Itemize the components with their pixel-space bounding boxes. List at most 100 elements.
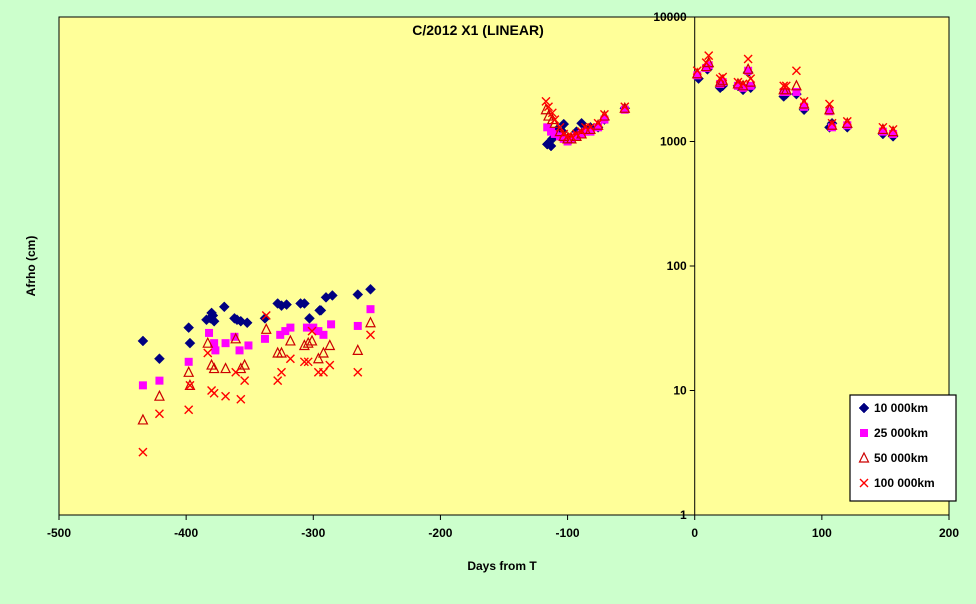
data-point — [567, 134, 576, 143]
data-point — [545, 140, 557, 152]
data-point — [315, 305, 327, 316]
data-point — [137, 335, 149, 347]
data-point — [184, 405, 194, 415]
data-point — [210, 339, 219, 348]
data-point — [276, 346, 287, 358]
legend-marker — [858, 451, 870, 463]
data-point — [260, 322, 272, 334]
data-point — [277, 367, 286, 377]
data-point — [319, 330, 328, 339]
x-axis: -500 -400 -300 -200 -100 0 100 200 — [47, 514, 959, 540]
data-point — [240, 376, 250, 386]
data-point — [566, 131, 576, 141]
x-tick-label: 200 — [939, 526, 959, 540]
data-point — [236, 394, 246, 404]
data-point — [281, 299, 292, 310]
data-point — [366, 330, 375, 340]
data-point — [208, 362, 220, 374]
data-point — [594, 123, 603, 132]
data-point — [366, 305, 375, 314]
data-point — [154, 409, 164, 419]
data-point — [284, 334, 296, 346]
data-markers — [137, 51, 899, 457]
data-point — [352, 289, 364, 300]
data-point — [299, 298, 310, 309]
data-point — [281, 327, 290, 336]
data-point — [554, 125, 566, 137]
data-point — [220, 362, 232, 374]
data-point — [619, 101, 631, 113]
series-x — [138, 51, 898, 457]
data-point — [309, 323, 318, 332]
data-point — [828, 123, 837, 132]
plot-area — [58, 16, 950, 516]
legend-label: 25 000km — [874, 426, 928, 440]
x-tick-label: -300 — [301, 526, 325, 540]
data-point — [317, 346, 329, 358]
data-point — [209, 388, 219, 398]
data-point — [780, 83, 792, 95]
data-point — [183, 365, 195, 377]
data-point — [302, 336, 314, 348]
data-point — [184, 337, 196, 349]
data-point — [325, 360, 335, 370]
y-tick-label: 10 — [673, 384, 687, 398]
data-point — [550, 115, 560, 125]
data-point — [137, 413, 149, 425]
legend-label: 100 000km — [874, 476, 935, 490]
data-point — [185, 380, 195, 390]
x-tick-label: -200 — [428, 526, 452, 540]
data-point — [791, 66, 801, 76]
data-point — [221, 339, 230, 348]
data-point — [543, 109, 554, 121]
data-point — [235, 346, 244, 355]
data-point — [550, 129, 559, 138]
y-tick-label: 100 — [667, 259, 687, 273]
data-point — [324, 339, 336, 351]
data-point — [205, 328, 214, 337]
data-point — [208, 315, 220, 327]
chart-title: C/2012 X1 (LINEAR) — [412, 22, 543, 38]
data-point — [563, 131, 573, 141]
data-point — [878, 122, 888, 132]
data-point — [842, 116, 852, 126]
data-point — [153, 389, 165, 401]
data-point — [155, 376, 164, 385]
data-point — [790, 79, 802, 91]
data-point — [701, 58, 711, 68]
data-point — [593, 118, 603, 128]
data-point — [304, 312, 315, 324]
data-point — [800, 102, 809, 111]
y-tick-label: 1000 — [660, 135, 687, 149]
data-point — [299, 357, 309, 367]
data-point — [183, 322, 195, 333]
data-point — [585, 122, 595, 132]
data-point — [352, 344, 364, 355]
data-point — [824, 103, 835, 115]
data-point — [779, 81, 789, 91]
data-point — [746, 74, 756, 84]
data-point — [314, 327, 323, 336]
data-point — [843, 121, 852, 130]
data-point — [598, 109, 610, 121]
data-point — [318, 367, 328, 377]
data-point — [692, 66, 702, 76]
data-point — [555, 122, 565, 132]
data-point — [620, 105, 629, 114]
data-point — [286, 323, 295, 332]
data-point — [184, 357, 193, 366]
data-point — [327, 320, 336, 329]
data-point — [353, 321, 362, 330]
data-point — [827, 118, 837, 128]
y-axis-label: Afrho (cm) — [24, 236, 38, 297]
data-point — [312, 352, 324, 364]
data-point — [239, 358, 251, 370]
data-point — [888, 124, 898, 134]
data-point — [221, 391, 231, 401]
y-tick-label: 1 — [680, 508, 687, 522]
data-point — [260, 334, 269, 343]
legend: 10 000km 25 000km 50 000km 100 000km — [849, 394, 957, 502]
data-point — [782, 87, 791, 96]
